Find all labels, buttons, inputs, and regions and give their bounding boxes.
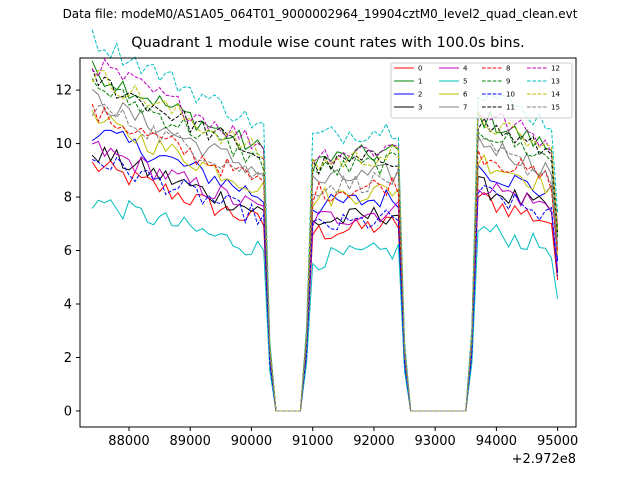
legend-label: 6 bbox=[463, 91, 468, 99]
series-line-2 bbox=[91, 129, 559, 412]
series-line-4 bbox=[92, 140, 559, 412]
legend-label: 0 bbox=[418, 65, 422, 73]
series-line-11 bbox=[91, 68, 559, 412]
y-axis: 0 2 4 6 8 10 12 bbox=[55, 84, 80, 419]
x-tick-label: 95000 bbox=[537, 434, 578, 449]
series-line-9 bbox=[91, 78, 559, 412]
x-axis: 88000 89000 90000 91000 92000 93000 94000 95000 bbox=[108, 427, 578, 449]
y-tick-label: 2 bbox=[64, 351, 72, 366]
x-offset-label: +2.972e8 bbox=[511, 452, 576, 467]
legend-label: 13 bbox=[551, 78, 560, 86]
series-line-6 bbox=[91, 110, 559, 412]
x-tick-label: 91000 bbox=[292, 434, 333, 449]
series-line-14 bbox=[91, 69, 559, 412]
x-tick-label: 93000 bbox=[414, 434, 455, 449]
legend-label: 9 bbox=[506, 78, 510, 86]
x-tick-label: 92000 bbox=[353, 434, 394, 449]
series-line-15 bbox=[91, 103, 559, 412]
plot-frame bbox=[79, 57, 577, 428]
legend-label: 14 bbox=[551, 91, 560, 99]
legend-label: 8 bbox=[506, 65, 510, 73]
legend-label: 1 bbox=[418, 78, 422, 86]
x-tick-label: 90000 bbox=[231, 434, 272, 449]
legend-box bbox=[390, 62, 573, 119]
x-tick-label: 89000 bbox=[170, 434, 211, 449]
series-line-8 bbox=[91, 103, 559, 412]
y-tick-label: 10 bbox=[55, 137, 72, 152]
y-tick-label: 0 bbox=[64, 404, 72, 419]
legend-label: 15 bbox=[551, 104, 560, 112]
legend-label: 5 bbox=[463, 78, 467, 86]
series-line-10 bbox=[92, 156, 559, 412]
chart-title: Quadrant 1 module wise count rates with … bbox=[131, 35, 525, 51]
series-line-5 bbox=[91, 199, 559, 412]
y-tick-label: 4 bbox=[64, 298, 72, 313]
x-tick-label: 94000 bbox=[476, 434, 517, 449]
figure-suptitle: Data file: modeM0/AS1A05_064T01_90000029… bbox=[62, 7, 578, 21]
series-line-3 bbox=[91, 146, 559, 412]
legend-label: 3 bbox=[418, 104, 422, 112]
y-tick-label: 12 bbox=[55, 84, 72, 99]
legend-label: 7 bbox=[463, 104, 467, 112]
legend-label: 2 bbox=[418, 91, 422, 99]
y-tick-label: 6 bbox=[64, 244, 72, 259]
y-tick-label: 8 bbox=[64, 191, 72, 206]
legend-label: 12 bbox=[551, 65, 560, 73]
legend-label: 11 bbox=[506, 104, 515, 112]
x-tick-label: 88000 bbox=[108, 434, 149, 449]
legend-label: 10 bbox=[506, 91, 515, 99]
series-line-0 bbox=[91, 160, 559, 412]
legend-label: 4 bbox=[463, 65, 468, 73]
